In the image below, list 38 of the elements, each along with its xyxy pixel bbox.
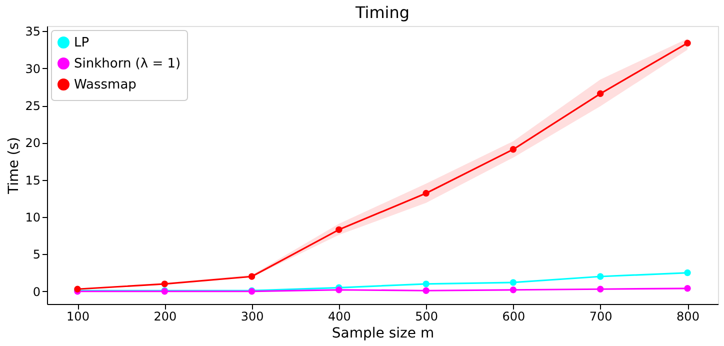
x-tick-label: 600 [502, 310, 526, 324]
x-tick-label: 700 [589, 310, 612, 324]
point [684, 285, 691, 292]
point [422, 190, 430, 197]
point [161, 280, 168, 288]
y-tick-label: 30 [25, 62, 40, 76]
legend-label: LP [74, 36, 90, 50]
point [422, 280, 430, 288]
x-tick-label: 200 [154, 310, 177, 324]
y-tick-label: 5 [32, 248, 40, 262]
x-tick-label: 300 [240, 310, 264, 324]
point [597, 273, 604, 280]
point [510, 286, 517, 294]
x-tick-label: 500 [415, 310, 438, 324]
y-tick-label: 20 [25, 136, 40, 150]
point [684, 269, 691, 276]
legend-label: Sinkhorn (λ = 1) [74, 56, 181, 72]
point [684, 40, 691, 46]
y-tick-label: 15 [25, 173, 40, 188]
point [248, 273, 256, 280]
y-tick-label: 10 [25, 210, 40, 225]
legend-label: Wassmap [74, 78, 136, 92]
y-axis-title: Time (s) [6, 137, 22, 195]
x-tick-label: 400 [328, 310, 351, 324]
point [422, 287, 430, 294]
point [510, 279, 517, 286]
y-tick-label: 0 [32, 284, 40, 299]
chart-title: Timing [354, 3, 410, 22]
point [336, 286, 342, 294]
y-tick-label: 25 [25, 99, 40, 114]
point [510, 146, 517, 153]
x-tick-label: 100 [66, 310, 90, 324]
point [336, 226, 342, 234]
point [597, 286, 604, 292]
y-tick-label: 35 [25, 24, 40, 39]
x-axis-title: Sample size m [332, 326, 434, 342]
point [597, 90, 604, 97]
x-tick-label: 800 [676, 310, 700, 324]
